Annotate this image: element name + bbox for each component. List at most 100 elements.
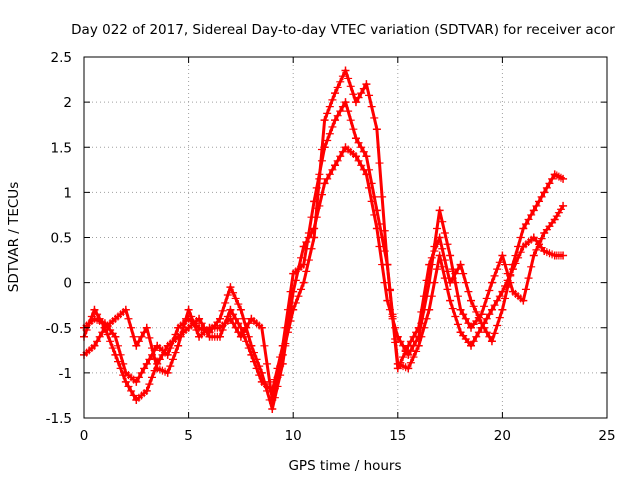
data-point [446,278,455,287]
trace-marker [459,310,468,319]
x-tick-label: 25 [598,428,615,444]
trace-marker [438,244,447,253]
data-point [111,332,120,341]
trace-marker [354,138,363,147]
trace-marker [359,147,368,156]
trace-marker [412,328,421,337]
trace-marker [315,174,324,183]
trace-marker [451,269,460,278]
x-tick-label: 15 [389,428,406,444]
trace-marker [223,291,232,300]
trace-marker [145,380,154,389]
trace-marker [260,341,269,350]
trace-marker [506,271,515,280]
data-point [351,98,360,107]
data-point [142,323,151,332]
trace-marker [333,156,342,165]
trace-marker [116,364,125,373]
trace-marker [406,358,415,367]
trace-marker [422,276,431,285]
trace-marker [147,373,156,382]
trace-marker [93,337,102,346]
y-tick-label: 0 [63,276,72,292]
trace-marker [336,152,345,161]
trace-marker [323,109,332,118]
trace-marker [239,328,248,337]
trace-marker [537,234,546,243]
data-point [351,134,360,143]
y-tick-label: 2.5 [51,50,72,66]
trace-marker [354,156,363,165]
trace-marker [524,215,533,224]
trace-marker [273,373,282,382]
data-point [559,201,568,210]
trace-marker [276,362,285,371]
trace-marker [474,313,483,322]
trace-marker [297,285,306,294]
trace-marker [307,244,316,253]
trace-marker [317,145,326,154]
trace-marker [440,228,449,237]
trace-marker [349,90,358,99]
trace-marker [453,292,462,301]
data-point [121,305,130,314]
trace-marker [514,242,523,251]
trace-marker [137,332,146,341]
trace-marker [124,314,133,323]
data-point [142,386,151,395]
trace-marker [412,347,421,356]
trace-marker [325,170,334,179]
trace-marker [179,323,188,332]
trace-marker [323,136,332,145]
trace-marker [495,313,504,322]
trace-marker [255,371,264,380]
trace-marker [448,274,457,283]
trace-marker [304,228,313,237]
data-point [498,305,507,314]
trace-marker [521,219,530,228]
trace-marker [453,265,462,274]
y-tick-label: -1 [59,366,72,382]
chart-title: Day 022 of 2017, Sidereal Day-to-day VTE… [71,22,615,38]
data-point [425,305,434,314]
data-point [331,161,340,170]
trace-marker [323,174,332,183]
trace-marker [129,332,138,341]
trace-marker [511,251,520,260]
trace-marker [406,346,415,355]
x-tick-label: 5 [184,428,193,444]
y-tick-label: 2 [63,95,72,111]
trace-marker [480,323,489,332]
trace-marker [380,278,389,287]
data-point [404,341,413,350]
data-point [435,206,444,215]
data-point [435,233,444,242]
x-tick-label: 10 [285,428,302,444]
data-point [446,296,455,305]
trace-marker [537,192,546,201]
trace-marker [181,314,190,323]
trace-marker [129,391,138,400]
trace-marker [252,364,261,373]
data-series [80,66,568,413]
trace-marker [485,310,494,319]
trace-marker [263,359,272,368]
trace-marker [542,183,551,192]
trace-marker [516,233,525,242]
data-point [372,125,381,134]
trace-marker [344,107,353,116]
trace-marker [443,240,452,249]
trace-marker [461,278,470,287]
trace-marker [103,330,112,339]
trace-marker [119,371,128,380]
trace-marker [113,341,122,350]
data-point [226,305,235,314]
trace-marker [367,102,376,111]
trace-marker [242,337,251,346]
trace-marker [338,147,347,156]
trace-marker [137,368,146,377]
data-point [289,305,298,314]
trace-marker [448,304,457,313]
